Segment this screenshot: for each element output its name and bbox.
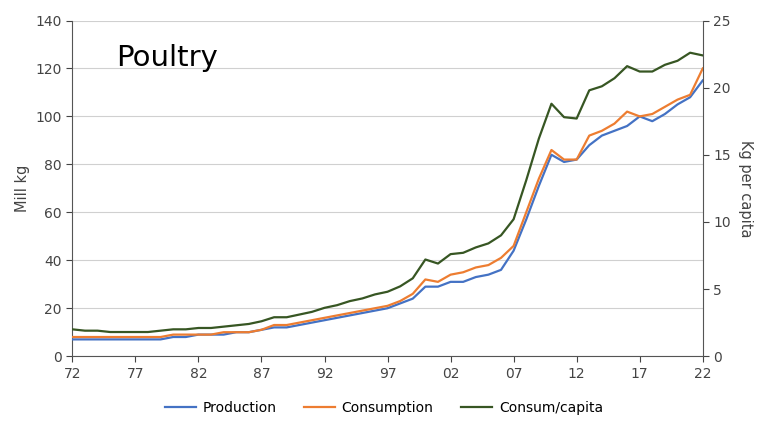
Consumption (207, 332, 216, 337)
Consum/capita (219, 324, 228, 329)
Production (698, 78, 707, 83)
Legend: Production, Consumption, Consum/capita: Production, Consumption, Consum/capita (160, 396, 608, 421)
Consumption (698, 66, 707, 71)
Consum/capita (105, 329, 114, 335)
Consumption (686, 92, 695, 98)
Text: Poultry: Poultry (117, 44, 218, 72)
Consum/capita (496, 233, 505, 238)
Consum/capita (270, 315, 279, 320)
Line: Consum/capita: Consum/capita (72, 53, 703, 332)
Consum/capita (686, 50, 695, 55)
Production (484, 272, 493, 277)
Consumption (521, 210, 531, 215)
Consumption (68, 335, 77, 340)
Production (521, 217, 531, 222)
Line: Production: Production (72, 80, 703, 339)
Line: Consumption: Consumption (72, 68, 703, 337)
Production (207, 332, 216, 337)
Y-axis label: Mill kg: Mill kg (15, 165, 30, 212)
Consumption (257, 327, 266, 332)
Production (270, 325, 279, 330)
Production (68, 337, 77, 342)
Consum/capita (535, 136, 544, 141)
Consum/capita (282, 315, 291, 320)
Production (686, 95, 695, 100)
Consum/capita (673, 58, 682, 63)
Production (257, 327, 266, 332)
Consumption (484, 262, 493, 267)
Consum/capita (68, 327, 77, 332)
Y-axis label: Kg per capita: Kg per capita (738, 140, 753, 237)
Consum/capita (698, 53, 707, 58)
Consumption (270, 322, 279, 328)
